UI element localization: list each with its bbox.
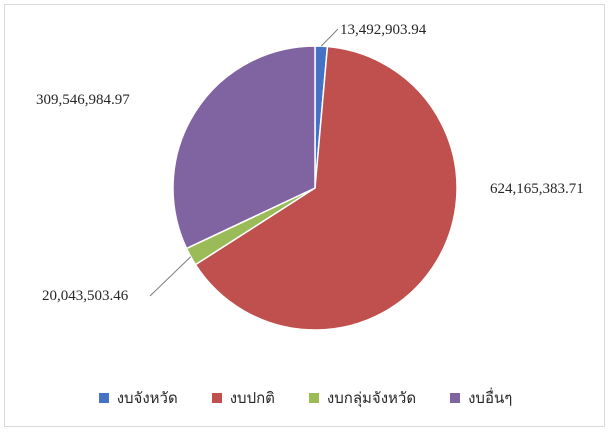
legend: งบจังหวัด งบปกติ งบกลุ่มจังหวัด งบอื่นๆ bbox=[0, 385, 611, 411]
legend-label: งบอื่นๆ bbox=[468, 391, 513, 407]
slice-regular-budget bbox=[194, 45, 458, 331]
legend-item-other-budget: งบอื่นๆ bbox=[450, 386, 512, 410]
data-label: 309,546,984.97 bbox=[36, 92, 130, 108]
legend-item-provincial-budget: งบจังหวัด bbox=[98, 386, 178, 410]
legend-item-province-group-budget: งบกลุ่มจังหวัด bbox=[308, 386, 417, 410]
legend-label: งบปกติ bbox=[229, 391, 275, 407]
leader-line bbox=[149, 256, 192, 297]
legend-swatch bbox=[308, 393, 319, 403]
slice-other-budget bbox=[172, 45, 316, 250]
data-label: 624,165,383.71 bbox=[490, 181, 584, 197]
legend-item-regular-budget: งบปกติ bbox=[211, 386, 275, 410]
legend-label: งบกลุ่มจังหวัด bbox=[326, 391, 417, 407]
legend-label: งบจังหวัด bbox=[116, 391, 178, 407]
data-label: 20,043,503.46 bbox=[42, 288, 129, 304]
data-label: 13,492,903.94 bbox=[340, 22, 427, 38]
leader-line bbox=[320, 28, 339, 47]
legend-swatch bbox=[98, 393, 109, 403]
legend-swatch bbox=[450, 393, 461, 403]
legend-swatch bbox=[211, 393, 222, 403]
